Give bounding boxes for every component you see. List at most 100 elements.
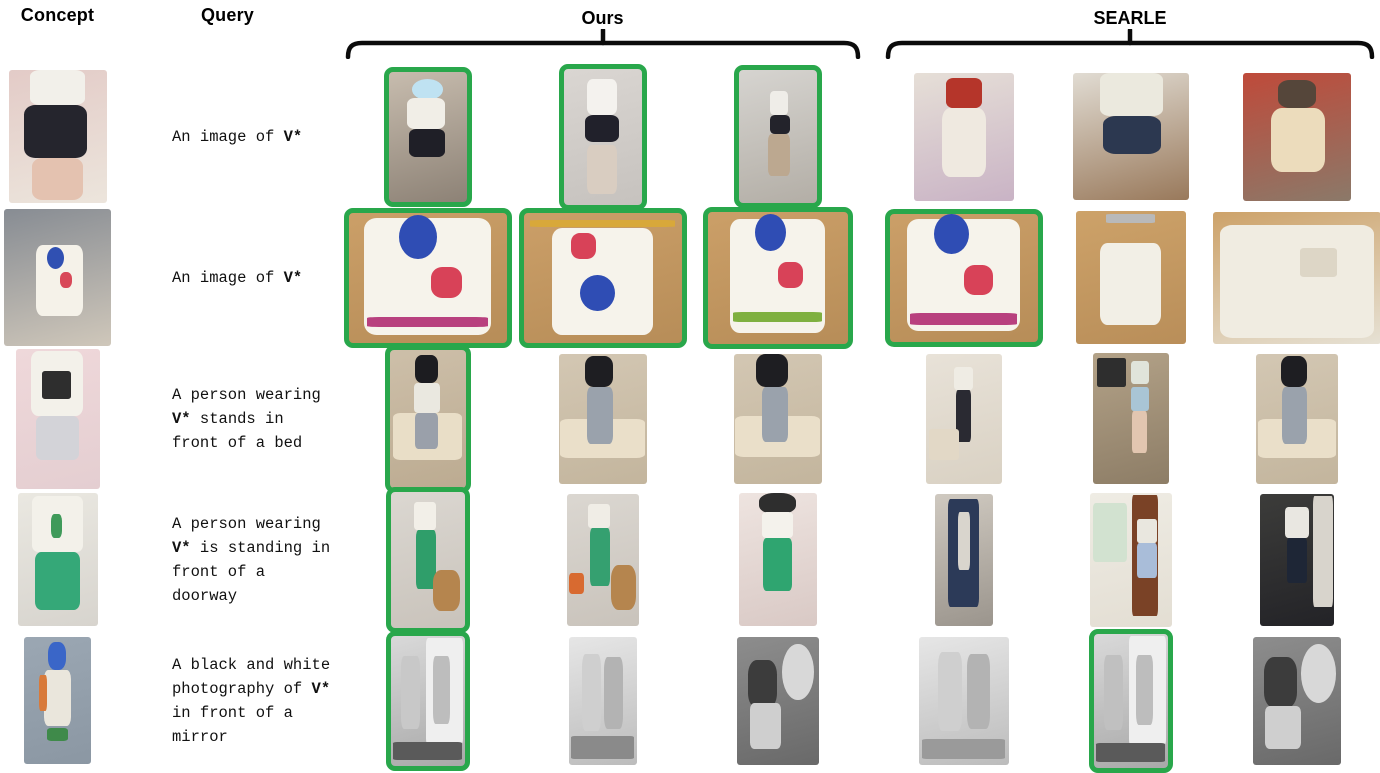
ours-result-3-cell-row-2 [690,206,865,349]
photo-region [756,353,789,388]
concept-cell-row-1 [0,66,115,207]
photo-region [571,736,634,760]
photo-region [955,389,972,442]
searle-result-2 [1092,353,1169,484]
ours-result-2-cell-row-2 [515,207,690,348]
searle-result-3 [1213,211,1380,344]
ours-result-2-cell-row-4 [515,489,690,630]
searle-result-1-cell-row-3 [880,348,1047,489]
searle-brace-icon [885,29,1375,59]
concept-cell-row-5 [0,630,115,771]
photo-region [769,115,790,134]
searle-result-2 [1075,211,1186,344]
photo-region [580,274,616,312]
searle-result-1 [884,208,1043,347]
photo-region [415,529,437,590]
photo-region [1285,506,1309,539]
photo-region [32,157,83,201]
searle-result-3-cell-row-5 [1214,630,1380,771]
searle-result-3 [1253,636,1341,765]
photo-region [42,370,71,399]
query-cell-row-5: A black and white photography of V* in f… [115,630,340,771]
photo-region [408,128,445,158]
concept-image [24,637,91,764]
ours-result-1 [385,630,470,771]
photo-region [411,79,444,101]
concept-image [17,493,98,626]
query-text: An image of V* [172,127,303,146]
photo-region [415,355,439,383]
photo-region [761,387,789,442]
ours-result-2-cell-row-1 [515,63,690,210]
photo-region [586,144,617,194]
query-text: A person wearing V* stands in front of a… [172,385,331,452]
ours-result-2 [566,493,639,626]
photo-region [413,382,440,413]
photo-region [938,651,962,732]
ours-result-1 [383,66,472,207]
photo-region [51,514,63,539]
photo-region [769,91,789,116]
photo-region [430,267,463,299]
ours-result-1 [384,344,471,493]
searle-result-2-cell-row-5 [1047,628,1214,773]
photo-region [529,220,676,227]
photo-region [755,214,786,252]
searle-result-3-cell-row-2 [1213,207,1380,348]
photo-region [1097,358,1126,388]
photo-region [30,70,85,105]
searle-result-1 [913,72,1014,201]
ours-result-1-cell-row-3 [340,344,515,493]
searle-result-1-cell-row-1 [880,66,1047,207]
photo-region [1300,644,1336,704]
photo-region [1136,654,1153,725]
searle-result-1-cell-row-2 [880,207,1047,348]
photo-region [777,261,803,289]
concept-cell-row-2 [0,207,115,348]
photo-region [941,108,986,178]
searle-result-2 [1088,628,1173,773]
photo-region [945,77,982,109]
concept-token: V* [283,268,303,287]
photo-region [1280,356,1307,388]
searle-result-3 [1243,72,1351,201]
photo-region [1286,538,1308,584]
query-cell-row-4: A person wearing V* is standing in front… [115,489,340,630]
searle-result-1-cell-row-5 [880,630,1047,771]
concept-image [8,70,107,203]
concept-token: V* [172,538,191,557]
ours-result-2 [568,636,637,765]
concept-cell-row-4 [0,489,115,630]
photo-region [584,114,619,142]
photo-region [1102,116,1161,155]
photo-region [1137,519,1157,544]
photo-region [1092,503,1128,563]
photo-region [1103,654,1124,730]
ours-result-1 [343,207,512,348]
photo-region [933,213,970,255]
photo-region [35,551,80,611]
searle-result-1 [925,353,1002,484]
photo-region [46,728,69,742]
photo-region [400,656,421,730]
ours-result-3-cell-row-5 [690,630,865,771]
photo-region [758,493,797,515]
searle-result-3 [1256,353,1338,484]
photo-region [582,654,602,732]
photo-region [1313,496,1333,607]
photo-region [433,656,450,724]
photo-region [46,247,64,270]
photo-region [1219,224,1375,339]
photo-region [1106,213,1155,223]
query-cell-row-3: A person wearing V* stands in front of a… [115,348,340,489]
searle-result-2-cell-row-2 [1047,207,1214,348]
photo-region [414,502,437,530]
query-text: A black and white photography of V* in f… [172,655,340,746]
searle-result-1 [918,636,1009,765]
photo-region [1277,80,1317,109]
concept-token: V* [311,679,331,698]
searle-result-3 [1260,493,1334,626]
photo-region [763,538,792,592]
photo-region [44,670,71,726]
